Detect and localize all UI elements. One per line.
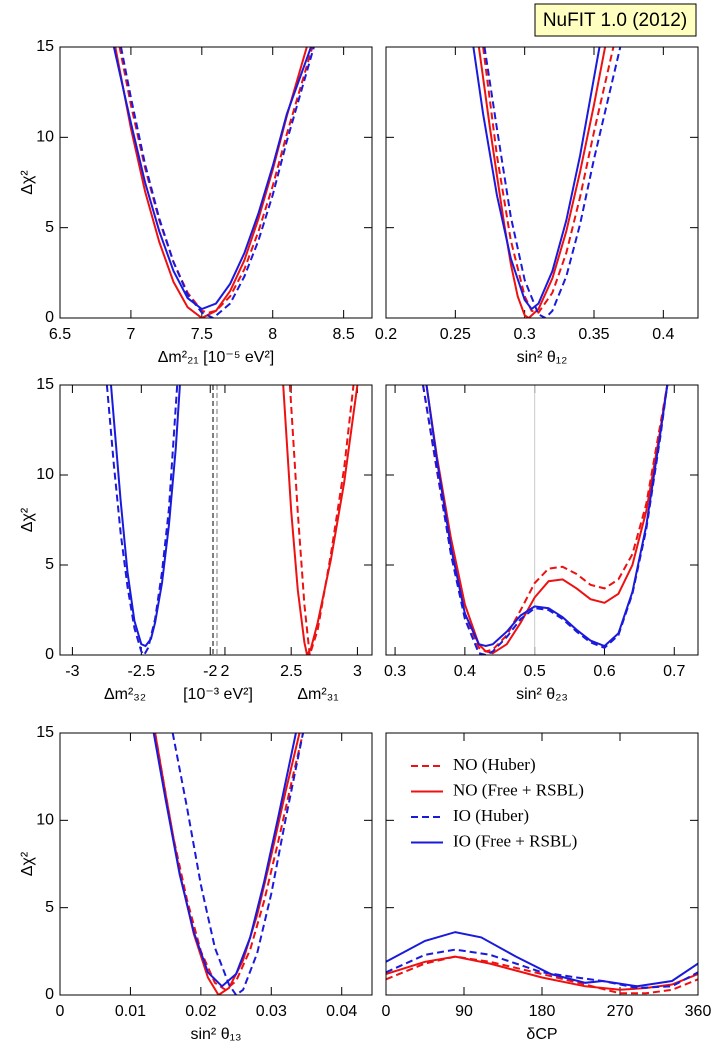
series-line bbox=[282, 385, 359, 655]
chart-title: NuFIT 1.0 (2012) bbox=[543, 10, 687, 31]
x-axis-label: [10⁻³ eV²] bbox=[183, 686, 253, 703]
title-box bbox=[534, 3, 697, 37]
y-axis-label: Δχ² bbox=[19, 170, 36, 195]
plot-frame bbox=[59, 732, 373, 996]
x-tick-label: -2 bbox=[203, 663, 217, 680]
legend-label: NO (Huber) bbox=[453, 755, 536, 774]
series-line bbox=[110, 385, 181, 648]
x-tick-label: 90 bbox=[455, 1003, 473, 1020]
series-line bbox=[422, 385, 669, 653]
x-tick-label: 0.7 bbox=[663, 663, 685, 680]
series-line bbox=[114, 47, 308, 318]
y-tick-label: 5 bbox=[45, 899, 54, 916]
x-tick-label: 0.01 bbox=[115, 1003, 146, 1020]
x-tick-label: 0.4 bbox=[454, 663, 476, 680]
x-tick-label: 7 bbox=[126, 326, 135, 343]
y-tick-label: 5 bbox=[45, 219, 54, 236]
plot-frame bbox=[59, 384, 373, 656]
x-tick-label: 8 bbox=[268, 326, 277, 343]
x-tick-label: 6.5 bbox=[49, 326, 71, 343]
series-line bbox=[472, 47, 601, 311]
x-tick-label: 0 bbox=[56, 1003, 65, 1020]
x-axis-label: Δm²₂₁ [10⁻⁵ eV²] bbox=[158, 349, 275, 366]
x-tick-label: 0.4 bbox=[652, 326, 674, 343]
y-tick-label: 0 bbox=[45, 309, 54, 326]
plot-frame bbox=[385, 732, 699, 996]
y-tick-label: 5 bbox=[45, 556, 54, 573]
y-tick-label: 0 bbox=[45, 986, 54, 1003]
series-line bbox=[386, 931, 698, 988]
series-line bbox=[425, 385, 669, 648]
y-tick-label: 10 bbox=[36, 129, 54, 146]
y-axis-label: Δχ² bbox=[19, 507, 36, 532]
x-tick-label: 7.5 bbox=[191, 326, 213, 343]
x-tick-label: 0.3 bbox=[514, 326, 536, 343]
x-tick-label: 3 bbox=[353, 663, 362, 680]
series-line bbox=[425, 385, 669, 655]
x-tick-label: 0 bbox=[382, 1003, 391, 1020]
series-line bbox=[120, 47, 315, 318]
series-line bbox=[105, 385, 179, 655]
x-tick-label: 0.3 bbox=[384, 663, 406, 680]
x-tick-label: 0.5 bbox=[524, 663, 546, 680]
y-axis-label: Δχ² bbox=[19, 851, 36, 876]
x-tick-label: 2.5 bbox=[280, 663, 302, 680]
y-tick-label: 10 bbox=[36, 812, 54, 829]
x-tick-label: 0.02 bbox=[185, 1003, 216, 1020]
y-tick-label: 15 bbox=[36, 376, 54, 393]
series-line bbox=[112, 47, 312, 311]
x-tick-label: 180 bbox=[529, 1003, 556, 1020]
x-tick-label: 0.04 bbox=[326, 1003, 357, 1020]
series-line bbox=[288, 385, 355, 655]
series-line bbox=[482, 47, 615, 314]
x-tick-label: 360 bbox=[685, 1003, 712, 1020]
x-axis-label: sin² θ₂₃ bbox=[516, 686, 568, 703]
series-line bbox=[477, 47, 607, 318]
x-tick-label: 2 bbox=[220, 663, 229, 680]
y-tick-label: 15 bbox=[36, 724, 54, 741]
x-tick-label: 0.25 bbox=[440, 326, 471, 343]
y-tick-label: 15 bbox=[36, 38, 54, 55]
plot-frame bbox=[385, 46, 699, 319]
series-line bbox=[152, 733, 297, 988]
y-tick-label: 0 bbox=[45, 646, 54, 663]
series-line bbox=[118, 47, 314, 314]
x-axis-label: δCP bbox=[526, 1026, 557, 1043]
series-line bbox=[422, 385, 669, 655]
legend-label: IO (Free + RSBL) bbox=[453, 831, 577, 850]
x-axis-label: sin² θ₁₃ bbox=[190, 1026, 241, 1043]
x-tick-label: 0.6 bbox=[593, 663, 615, 680]
x-tick-label: 0.2 bbox=[375, 326, 397, 343]
x-tick-label: 8.5 bbox=[333, 326, 355, 343]
x-tick-label: -3 bbox=[65, 663, 79, 680]
plot-frame bbox=[385, 384, 699, 656]
x-tick-label: -2.5 bbox=[128, 663, 156, 680]
series-line bbox=[171, 733, 304, 995]
series-line bbox=[386, 948, 698, 990]
x-tick-label: 0.03 bbox=[256, 1003, 287, 1020]
x-axis-label: Δm²₃₁ bbox=[297, 686, 338, 703]
plot-frame bbox=[59, 46, 373, 319]
x-axis-label: sin² θ₁₂ bbox=[517, 349, 568, 366]
x-tick-label: 0.35 bbox=[578, 326, 609, 343]
x-axis-label: Δm²₃₂ bbox=[104, 686, 146, 703]
legend-label: NO (Free + RSBL) bbox=[453, 780, 584, 799]
y-tick-label: 10 bbox=[36, 466, 54, 483]
legend-label: IO (Huber) bbox=[453, 806, 529, 825]
x-tick-label: 270 bbox=[607, 1003, 634, 1020]
